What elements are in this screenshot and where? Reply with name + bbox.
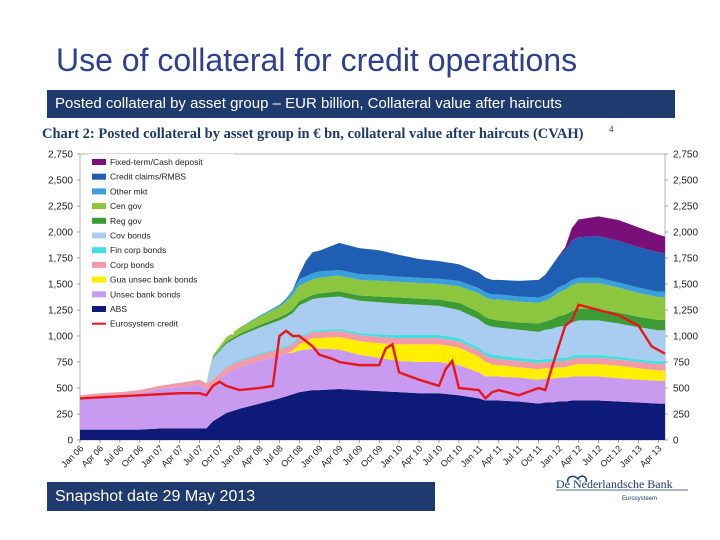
xtick-label: Apr 11	[479, 443, 504, 468]
legend-swatch	[92, 261, 106, 268]
legend-label: Fin corp bonds	[110, 245, 166, 255]
ytick-label-right: 0	[673, 436, 679, 447]
xtick-label: Oct 10	[439, 443, 465, 469]
ytick-label-left: 1,750	[48, 254, 73, 265]
xtick-label: Apr 10	[399, 443, 425, 469]
legend-label: Corp bonds	[110, 260, 154, 270]
area-abs	[80, 389, 665, 440]
ytick-label-left: 750	[56, 358, 73, 369]
legend-swatch	[92, 217, 106, 224]
xtick-label: Jan 13	[618, 443, 644, 469]
ytick-label-left: 1,000	[48, 332, 73, 343]
legend-swatch	[92, 203, 106, 210]
line-eurosystem-credit	[79, 303, 666, 401]
ytick-label-left: 2,250	[48, 202, 73, 213]
ytick-label-right: 2,500	[673, 176, 698, 187]
xtick-label: Jan 10	[378, 443, 404, 469]
ytick-label-left: 0	[67, 436, 73, 447]
area-unsec-bank-bonds	[80, 348, 665, 430]
xtick-label: Apr 06	[80, 443, 106, 469]
legend-label: Eurosystem credit	[110, 319, 179, 329]
area-cov-bonds	[80, 296, 665, 396]
legend-swatch	[92, 291, 106, 298]
ytick-label-right: 2,750	[673, 150, 698, 161]
legend-swatch	[92, 173, 106, 180]
xtick-label: Apr 09	[319, 443, 345, 469]
legend-label: ABS	[110, 304, 127, 314]
area-other-mkt	[80, 269, 665, 396]
ytick-label-left: 500	[56, 384, 73, 395]
logo-text: De Nederlandsche Bank	[556, 477, 673, 491]
xtick-label: Apr 08	[239, 443, 265, 469]
ytick-label-left: 250	[56, 410, 73, 421]
xtick-label: Jan 11	[459, 443, 485, 469]
chart-subtitle-bar: Posted collateral by asset group – EUR b…	[47, 90, 675, 118]
legend-swatch	[92, 159, 106, 165]
legend-swatch	[92, 306, 106, 312]
ytick-label-right: 1,500	[673, 280, 698, 291]
ytick-label-right: 1,250	[673, 306, 698, 317]
legend-swatch	[92, 247, 106, 254]
ytick-label-right: 250	[673, 410, 690, 421]
ytick-label-left: 2,000	[48, 228, 73, 239]
ytick-label-right: 750	[673, 358, 690, 369]
legend-label: Fixed-term/Cash deposit	[110, 157, 203, 167]
area-corp-bonds	[80, 330, 665, 399]
slide-title: Use of collateral for credit operations	[56, 42, 578, 78]
chart-title: Chart 2: Posted collateral by asset grou…	[42, 126, 584, 142]
xtick-label: Jan 08	[219, 443, 245, 469]
xtick-label: Jan 12	[538, 443, 564, 469]
area-fin-corp-bonds	[80, 328, 665, 396]
legend-box	[88, 154, 234, 335]
chart-footnote-marker: 4	[609, 124, 614, 134]
legend-swatch	[92, 276, 106, 283]
legend-label: Credit claims/RMBS	[110, 172, 186, 182]
ytick-label-left: 2,750	[48, 150, 73, 161]
ytick-label-left: 1,250	[48, 306, 73, 317]
xtick-label: Apr 12	[558, 443, 584, 469]
xtick-label: Jan 09	[299, 443, 325, 469]
ytick-label-right: 1,000	[673, 332, 698, 343]
ytick-label-left: 2,500	[48, 176, 73, 187]
area-cen-gov	[80, 275, 665, 396]
area-credit-claims-rmbs	[80, 236, 665, 396]
xtick-label: Apr 07	[159, 443, 185, 469]
legend-label: Unsec bank bonds	[110, 289, 180, 299]
dnb-logo-icon	[556, 475, 688, 491]
legend-swatch	[92, 232, 106, 239]
xtick-label: Jan 06	[59, 443, 85, 469]
legend-label: Reg gov	[110, 216, 142, 226]
area-fixed-term-cash-deposit	[80, 216, 665, 396]
ytick-label-left: 1,500	[48, 280, 73, 291]
area-gua-unsec-bank-bonds	[80, 337, 665, 399]
ytick-label-right: 2,250	[673, 202, 698, 213]
xtick-label: Apr 13	[638, 443, 664, 469]
logo-subtext: Eurosysteem	[622, 496, 658, 502]
snapshot-date-bar: Snapshot date 29 May 2013	[47, 482, 435, 511]
legend-swatch	[92, 188, 106, 195]
legend-label: Other mkt	[110, 186, 148, 196]
ytick-label-right: 500	[673, 384, 690, 395]
legend-label: Cov bonds	[110, 231, 151, 241]
legend-label: Gua unsec bank bonds	[110, 275, 197, 285]
ytick-label-right: 1,750	[673, 254, 698, 265]
ytick-label-right: 2,000	[673, 228, 698, 239]
xtick-label: Jan 07	[139, 443, 165, 469]
legend-label: Cen gov	[110, 201, 142, 211]
